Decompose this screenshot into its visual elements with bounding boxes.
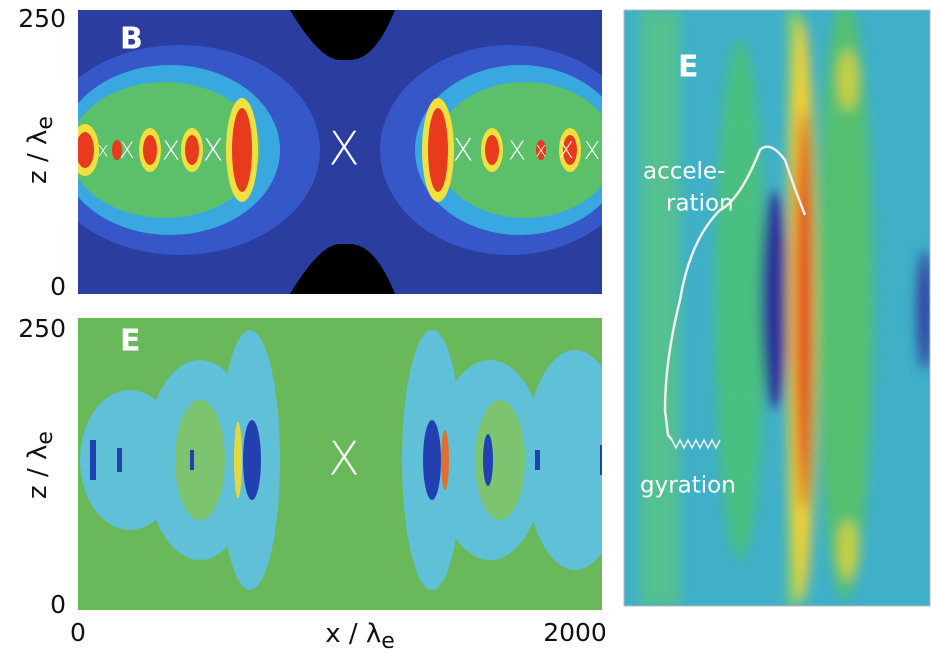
annotation: accele-: [643, 159, 725, 185]
x-point-marker: X: [162, 137, 180, 167]
x-point-marker: X: [119, 139, 134, 164]
label-sub: e: [381, 629, 395, 654]
x-point-marker: X: [203, 134, 224, 169]
x-tick-label: 2000: [543, 618, 607, 647]
y-axis-label: z / λe: [23, 431, 59, 499]
panel-b-map: [78, 10, 602, 294]
x-point-marker: X: [453, 134, 474, 169]
x-point-marker: X: [98, 142, 109, 161]
labels: B E E 250 0 250 0 0 2000 z / λe z / λe x…: [18, 4, 736, 654]
y-tick-label: 0: [50, 272, 66, 301]
y-tick-label: 250: [18, 314, 66, 343]
x-point-marker: X: [584, 137, 600, 165]
panel-label: B: [120, 22, 143, 57]
annotation: gyration: [640, 473, 736, 499]
panel-e-right-map: [624, 10, 930, 606]
panel-label: E: [678, 50, 699, 85]
label-sub: e: [33, 431, 58, 445]
annotation: ration: [666, 191, 734, 217]
y-tick-label: 0: [50, 590, 66, 619]
frame: [623, 9, 931, 607]
x-point-marker: X: [328, 122, 360, 176]
label-sub: e: [33, 116, 58, 130]
panel-label: E: [120, 324, 141, 359]
label-main: x / λ: [325, 619, 381, 649]
panel-e-map: [78, 318, 602, 610]
x-point-marker: X: [536, 142, 547, 161]
label-main: z / λ: [23, 130, 53, 184]
x-tick-label: 0: [70, 618, 86, 647]
y-axis-label: z / λe: [23, 116, 59, 184]
y-tick-label: 250: [18, 4, 66, 33]
x-axis-label: x / λe: [325, 619, 395, 654]
x-point-marker: X: [508, 137, 526, 167]
label-main: z / λ: [23, 445, 53, 499]
x-point-marker: X: [558, 139, 573, 164]
x-point-marker: X: [328, 432, 360, 486]
